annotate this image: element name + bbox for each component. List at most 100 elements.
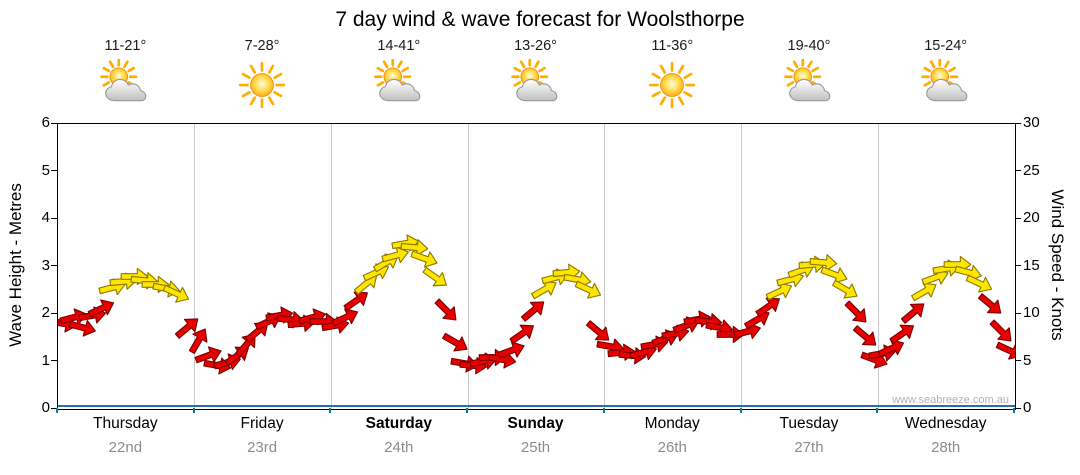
day-date-label: 26th [657,439,687,456]
weather-icon-sunny [647,59,697,109]
wind-arrow [521,301,545,322]
left-axis-tick [51,122,57,124]
weather-icon-partly-cloudy [920,58,971,109]
day-boundary-tick [602,408,605,413]
wave-height-tick-label: 4 [41,209,50,226]
wind-arrow [509,324,535,344]
weather-icon-partly-cloudy [100,58,150,109]
wind-speed-tick-label: 25 [1023,161,1040,179]
weather-icon-partly-cloudy [374,58,424,109]
x-axis-day: Monday 26th [604,414,741,457]
day-name-label: Sunday [507,415,564,432]
left-axis-tick [51,170,57,171]
page-title: 7 day wind & wave forecast for Woolsthor… [335,8,745,31]
right-axis-tick [1015,312,1021,314]
day-boundary-tick [329,408,332,413]
x-axis-labels: Thursday 22nd Friday 23rd Saturday 24th Sunday… [57,414,1014,457]
wind-arrow [755,297,781,317]
wind-arrow [175,318,199,339]
wave-height-tick-label: 2 [41,304,50,321]
wind-arrow [995,341,1015,360]
wave-height-tick-label: 3 [41,256,50,274]
day-temp-range: 19-40° [787,38,831,54]
day-boundary-tick [466,408,469,413]
wind-arrow [889,324,915,344]
x-axis-day: Thursday 22nd [57,414,194,457]
wind-arrow [194,346,222,364]
wind-arrow [422,267,447,287]
day-temp-range: 14-41° [377,38,421,54]
wind-speed-tick-label: 30 [1023,114,1040,131]
day-name-label: Friday [240,415,284,432]
day-name-label: Thursday [93,415,158,432]
day-gridline [467,124,469,409]
wind-arrow [434,298,457,321]
day-header: 14-41° [330,36,467,109]
day-header: 15-24° [877,36,1014,109]
day-date-label: 24th [384,439,414,456]
x-axis-day: Sunday 25th [467,414,604,457]
day-headers: 11-21° 7-28° 14-41° 13-26° 11-36° 19-40° 15-24… [57,36,1014,109]
day-boundary-tick [739,408,742,413]
wind-arrow [585,319,609,341]
wind-arrow [68,319,97,337]
wave-height-tick-label: 5 [41,161,50,179]
wind-arrow [497,340,525,358]
wind-arrow [342,291,368,312]
day-boundary-tick [876,408,879,413]
wind-arrow [977,293,1002,314]
right-axis-tick [1015,407,1021,409]
weather-icon-partly-cloudy [510,58,561,109]
wind-speed-tick-label: 10 [1023,304,1040,321]
day-date-label: 22nd [108,439,143,456]
right-axis-tick [1015,360,1021,361]
day-name-label: Tuesday [779,415,839,432]
left-axis-tick [51,265,57,266]
wind-arrow [400,239,429,257]
wind-arrow [381,245,410,263]
day-gridline [194,124,196,409]
day-header: 19-40° [741,36,878,109]
left-axis-tick [51,217,57,219]
wind-arrow [809,254,838,272]
left-axis-tick [51,312,57,314]
wind-arrow [488,351,516,369]
weather-icon-partly-cloudy [784,58,834,109]
day-boundary-tick [1013,408,1015,413]
watermark: www.seabreeze.com.au [892,394,1009,406]
weather-icon-sunny [237,59,287,109]
wind-arrow [831,279,858,299]
left-axis-tick [51,360,57,361]
wave-height-tick-label: 1 [41,351,50,369]
wind-arrow [331,308,358,327]
x-axis-day: Tuesday 27th [741,414,878,457]
day-date-label: 28th [931,439,961,456]
day-header: 13-26° [467,36,604,109]
right-axis-tick [1015,170,1021,171]
wind-speed-tick-label: 5 [1023,351,1032,369]
wind-arrow [965,274,993,293]
day-header: 11-21° [57,36,194,109]
right-axis-tick [1015,265,1021,266]
day-gridline [741,124,743,409]
wind-arrow [853,325,877,346]
day-gridline [604,124,606,409]
day-temp-range: 11-36° [651,38,694,54]
wind-arrow [911,282,937,301]
day-boundary-tick [192,408,195,413]
day-boundary-tick [56,408,58,413]
wind-arrow [820,266,848,284]
wind-arrow [163,284,190,303]
x-axis-day: Wednesday 28th [877,414,1014,457]
right-axis-tick [1015,122,1021,124]
wave-height-line [58,404,1015,407]
day-date-label: 23rd [247,439,278,456]
right-axis-tick [1015,217,1021,219]
wave-height-tick-label: 0 [41,399,50,416]
wind-arrow [989,319,1012,342]
plot-area: www.seabreeze.com.au [57,123,1016,410]
wind-arrow [442,332,468,352]
day-temp-range: 11-21° [104,38,147,54]
wind-arrow [766,282,793,300]
